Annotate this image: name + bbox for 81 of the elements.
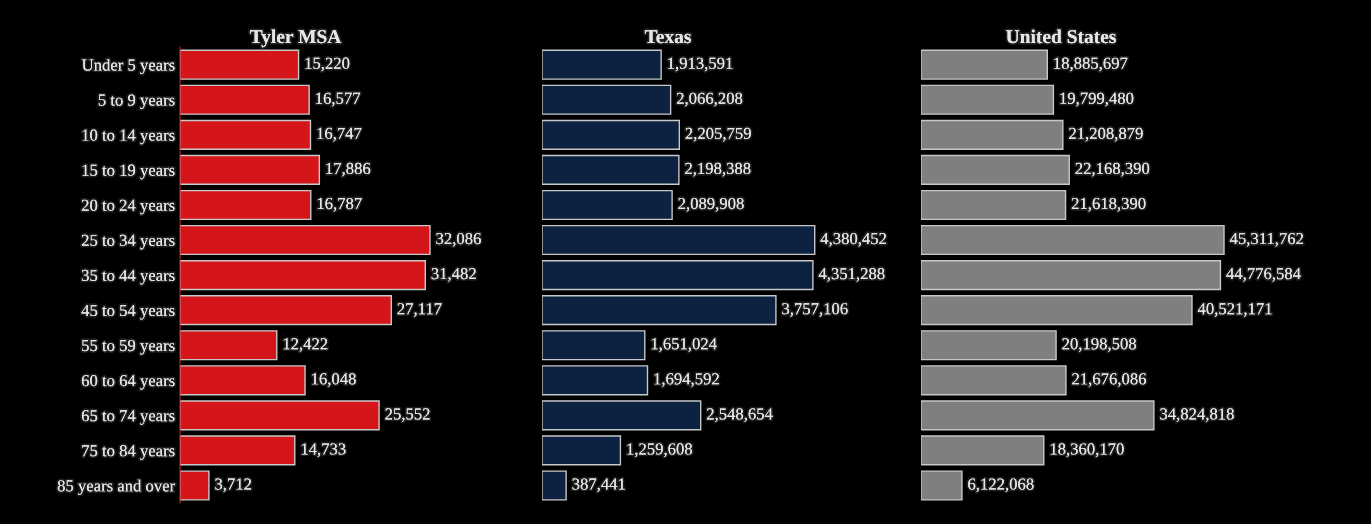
y-tick-label: 65 to 74 years [81, 410, 175, 425]
chart-title: Tyler MSA [249, 29, 342, 48]
bar [542, 295, 777, 326]
data-label: 1,651,024 [651, 338, 717, 352]
bar [542, 330, 646, 361]
data-label: 32,086 [436, 232, 481, 247]
bar [542, 224, 816, 256]
data-label: 21,208,879 [1069, 127, 1143, 142]
data-label: 2,198,388 [685, 162, 751, 177]
data-label: 14,733 [301, 443, 346, 458]
y-tick-label: 35 to 44 years [81, 269, 175, 285]
bar [921, 224, 1225, 256]
bar [921, 330, 1057, 361]
y-tick-label: 10 to 14 years [82, 129, 175, 145]
bar [542, 260, 814, 291]
data-label: 3,712 [215, 478, 252, 493]
y-tick-label: 75 to 84 years [82, 445, 175, 460]
bar [542, 154, 680, 185]
data-label: 3,757,106 [782, 303, 848, 317]
data-label: 16,048 [312, 373, 356, 387]
bar [542, 84, 672, 115]
y-tick-label: 20 to 24 years [81, 199, 175, 215]
bar [542, 49, 662, 80]
bar [542, 470, 567, 501]
data-label: 40,521,171 [1197, 303, 1272, 317]
data-label: 2,066,208 [676, 92, 743, 107]
data-label: 15,220 [305, 57, 350, 72]
bar [921, 295, 1193, 326]
data-label: 1,913,591 [668, 57, 733, 72]
data-label: 4,380,452 [820, 232, 887, 247]
data-label: 387,441 [572, 478, 625, 493]
data-label: 45,311,762 [1229, 233, 1304, 247]
y-tick-label: 25 to 34 years [81, 234, 175, 250]
chart-title: Texas [644, 30, 691, 44]
data-label: 19,799,480 [1060, 92, 1134, 107]
bar [542, 189, 673, 221]
y-tick-label: 5 to 9 years [98, 94, 175, 110]
bar [921, 84, 1055, 115]
data-label: 31,482 [431, 268, 476, 282]
data-label: 18,885,697 [1054, 57, 1128, 72]
data-label: 6,122,068 [968, 478, 1034, 493]
y-tick-label: 45 to 54 years [81, 304, 175, 320]
bar [921, 154, 1070, 185]
y-tick-label: 15 to 19 years [82, 164, 175, 180]
bar [921, 435, 1045, 466]
data-label: 44,776,584 [1226, 268, 1301, 282]
data-label: 1,694,592 [654, 373, 719, 387]
data-label: 2,548,654 [706, 408, 773, 422]
bar [921, 119, 1064, 150]
bar [921, 260, 1222, 291]
bar [542, 435, 622, 466]
data-label: 2,089,908 [678, 197, 744, 212]
data-label: 25,552 [385, 408, 430, 422]
bar [921, 400, 1155, 431]
data-label: 1,259,608 [627, 443, 693, 458]
bar [921, 49, 1048, 80]
data-label: 16,577 [316, 92, 361, 107]
bar [542, 119, 681, 150]
data-label: 4,351,288 [818, 268, 885, 282]
bar [542, 365, 649, 396]
bar [921, 189, 1067, 221]
data-label: 21,618,390 [1071, 197, 1146, 212]
y-tick-label: 55 to 59 years [82, 339, 175, 355]
bar [921, 470, 963, 501]
data-label: 34,824,818 [1160, 408, 1234, 422]
data-label: 18,360,170 [1050, 443, 1124, 458]
data-label: 17,886 [326, 162, 371, 177]
data-label: 27,117 [397, 303, 442, 317]
data-label: 16,787 [317, 197, 362, 212]
y-tick-label: 85 years and over [57, 479, 175, 495]
data-label: 2,205,759 [685, 127, 751, 142]
data-label: 22,168,390 [1075, 162, 1150, 177]
data-label: 21,676,086 [1072, 373, 1147, 387]
data-label: 20,198,508 [1062, 338, 1136, 352]
y-tick-label: Under 5 years [82, 58, 175, 75]
data-label: 16,747 [317, 127, 362, 142]
chart-title: United States [1006, 29, 1116, 44]
y-tick-label: 60 to 64 years [81, 374, 175, 390]
bar [921, 365, 1067, 396]
bar [542, 400, 702, 431]
data-label: 12,422 [283, 338, 328, 352]
